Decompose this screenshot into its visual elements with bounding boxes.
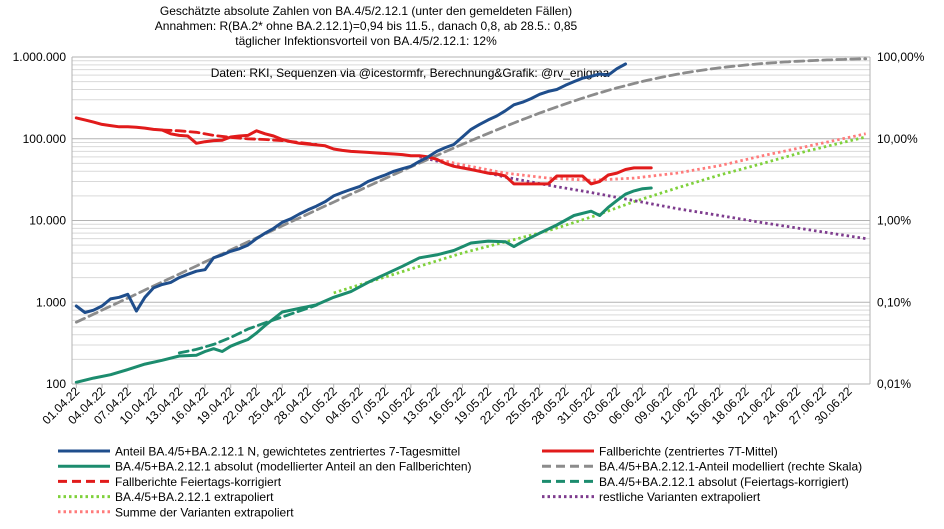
series-line-2 — [74, 186, 653, 384]
legend-label: Fallberichte (zentriertes 7T-Mittel) — [599, 445, 778, 459]
y-right-tick-label: 0,10% — [877, 295, 911, 309]
series-line-0 — [74, 62, 627, 314]
title-line-3: täglicher Infektionsvorteil von BA.4/5/2… — [235, 34, 497, 48]
title-line-1: Geschätzte absolute Zahlen von BA.4/5/2.… — [160, 4, 572, 18]
y-left-tick-label: 1.000.000 — [13, 50, 67, 64]
legend-label: Fallberichte Feiertags-korrigiert — [115, 475, 282, 489]
legend-label: BA.4/5+BA.2.12.1 extrapoliert — [115, 490, 274, 504]
legend: Anteil BA.4/5+BA.2.12.1 N, gewichtetes z… — [58, 445, 862, 519]
chart-title: Geschätzte absolute Zahlen von BA.4/5/2.… — [155, 4, 578, 48]
y-right-tick-label: 10,00% — [877, 132, 918, 146]
source-note: Daten: RKI, Sequenzen via @icestormfr, B… — [211, 66, 610, 80]
series-line-3 — [74, 57, 868, 324]
y-left-tick-label: 100 — [46, 377, 66, 391]
legend-label: BA.4/5+BA.2.12.1-Anteil modelliert (rech… — [599, 460, 862, 474]
series-line-8 — [419, 132, 866, 182]
series-line-5 — [177, 303, 318, 355]
legend-label: BA.4/5+BA.2.12.1 absolut (modellierter A… — [115, 460, 472, 474]
y-left-tick-label: 10.000 — [29, 214, 66, 228]
legend-label: BA.4/5+BA.2.12.1 absolut (Feiertags-korr… — [599, 475, 849, 489]
title-line-2: Annahmen: R(BA.2* ohne BA.2.12.1)=0,94 b… — [155, 19, 578, 33]
y-right-tick-label: 1,00% — [877, 214, 911, 228]
legend-label: restliche Varianten extrapoliert — [599, 490, 761, 504]
legend-label: Summe der Varianten extrapoliert — [115, 505, 294, 519]
series-line-6 — [333, 135, 867, 295]
series-line-1 — [74, 116, 653, 186]
y-right-tick-label: 100,00% — [877, 50, 925, 64]
y-left-tick-label: 1.000 — [36, 295, 66, 309]
y-right-tick-label: 0,01% — [877, 377, 911, 391]
legend-label: Anteil BA.4/5+BA.2.12.1 N, gewichtetes z… — [115, 445, 460, 459]
y-left-tick-label: 100.000 — [23, 132, 67, 146]
series-layer — [74, 57, 868, 384]
